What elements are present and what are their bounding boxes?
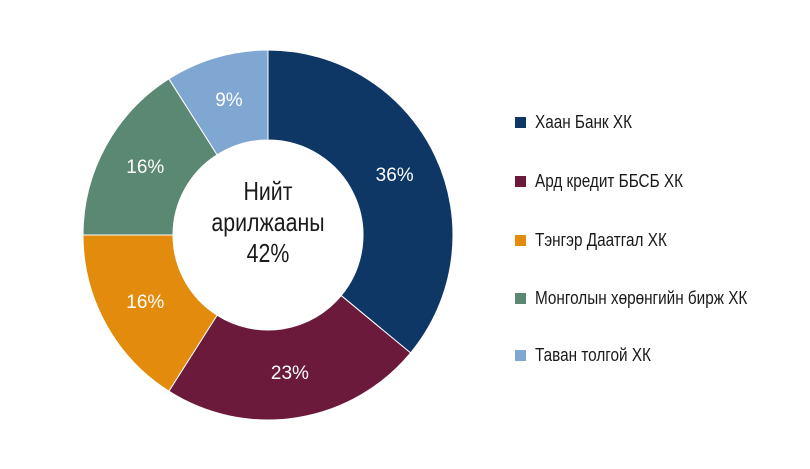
data-label: 16%	[126, 157, 164, 178]
legend-item-tenger-insurance: Тэнгэр Даатгал ХК	[515, 229, 690, 251]
legend-item-tavan-tolgoi: Таван толгой ХК	[515, 344, 671, 366]
slice-mse	[82, 78, 218, 236]
donut-center-label: Нийт арилжааны 42%	[186, 176, 350, 269]
legend-swatch	[515, 116, 526, 128]
slice-khaan-bank	[267, 49, 454, 354]
slice-ard-credit	[168, 294, 412, 421]
data-label: 9%	[215, 90, 243, 111]
legend-label: Таван толгой ХК	[535, 344, 651, 365]
legend-swatch	[515, 292, 526, 304]
center-line-1: Нийт	[243, 176, 293, 206]
legend-item-ard-credit: Ард кредит ББСБ ХК	[515, 170, 709, 192]
data-label: 36%	[376, 165, 414, 186]
legend-label: Ард кредит ББСБ ХК	[535, 170, 684, 191]
slice-tavan-tolgoi	[168, 49, 269, 156]
data-label: 23%	[271, 363, 309, 384]
legend-swatch	[515, 349, 526, 361]
slice-tenger-insurance	[82, 234, 218, 392]
legend-label: Хаан Банк ХК	[535, 111, 632, 132]
legend-swatch	[515, 234, 526, 246]
legend-label: Тэнгэр Даатгал ХК	[535, 229, 667, 250]
legend: Хаан Банк ХК Ард кредит ББСБ ХК Тэнгэр Д…	[515, 0, 805, 469]
legend-swatch	[515, 175, 526, 187]
legend-item-mse: Монголын хөрөнгийн бирж ХК	[515, 287, 785, 309]
center-line-2: арилжааны	[211, 207, 325, 237]
legend-item-khaan-bank: Хаан Банк ХК	[515, 111, 649, 133]
center-line-3: 42%	[246, 238, 290, 268]
legend-label: Монголын хөрөнгийн бирж ХК	[535, 287, 748, 308]
data-label: 16%	[126, 292, 164, 313]
